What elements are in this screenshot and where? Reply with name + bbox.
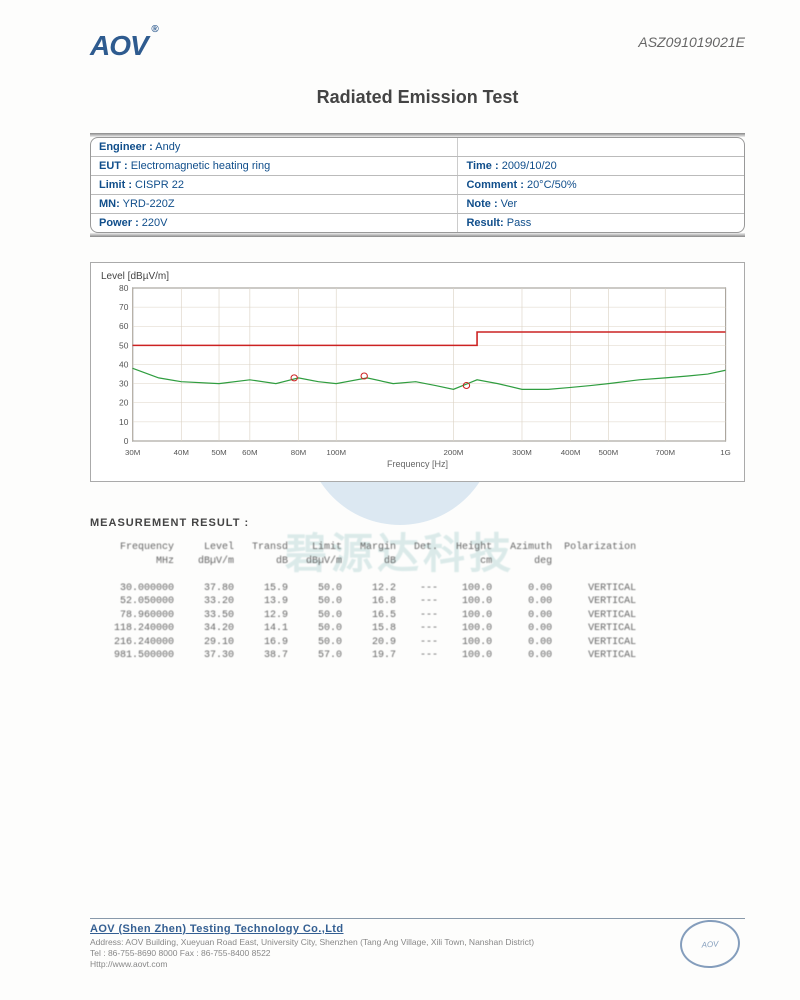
info-cell: Time : 2009/10/20	[458, 157, 744, 175]
svg-text:20: 20	[119, 399, 129, 408]
svg-text:50: 50	[119, 342, 129, 351]
logo: AOV	[90, 30, 148, 62]
svg-text:70: 70	[119, 303, 129, 312]
info-cell: Engineer : Andy	[91, 138, 458, 156]
info-cell: EUT : Electromagnetic heating ring	[91, 157, 458, 175]
document-number: ASZ091019021E	[638, 34, 745, 50]
svg-text:100M: 100M	[326, 448, 346, 457]
svg-text:200M: 200M	[444, 448, 464, 457]
page-header: AOV ASZ091019021E	[90, 30, 745, 62]
svg-text:0: 0	[124, 437, 129, 446]
info-cell: Note : Ver	[458, 195, 744, 213]
info-row: Limit : CISPR 22Comment : 20°C/50%	[91, 176, 744, 195]
svg-text:40M: 40M	[174, 448, 189, 457]
footer-address: Address: AOV Building, Xueyuan Road East…	[90, 937, 745, 970]
svg-text:40: 40	[119, 361, 129, 370]
svg-text:500M: 500M	[598, 448, 618, 457]
info-table: Engineer : AndyEUT : Electromagnetic hea…	[90, 137, 745, 233]
chart-ylabel: Level [dBµV/m]	[101, 271, 734, 282]
svg-text:700M: 700M	[655, 448, 675, 457]
info-cell	[458, 138, 744, 156]
svg-text:50M: 50M	[211, 448, 226, 457]
svg-text:80: 80	[119, 284, 129, 293]
svg-text:30M: 30M	[125, 448, 140, 457]
svg-text:1G: 1G	[720, 448, 731, 457]
results-heading: MEASUREMENT RESULT :	[90, 517, 745, 529]
info-cell: Power : 220V	[91, 214, 458, 232]
results-table: Frequency Level Transd Limit Margin Det.…	[90, 541, 745, 663]
info-row: EUT : Electromagnetic heating ringTime :…	[91, 157, 744, 176]
info-row: Engineer : Andy	[91, 138, 744, 157]
svg-text:60: 60	[119, 322, 129, 331]
info-cell: Limit : CISPR 22	[91, 176, 458, 194]
chart-xlabel: Frequency [Hz]	[101, 459, 734, 469]
info-row: MN: YRD-220ZNote : Ver	[91, 195, 744, 214]
divider	[90, 233, 745, 237]
svg-text:60M: 60M	[242, 448, 257, 457]
info-cell: MN: YRD-220Z	[91, 195, 458, 213]
info-cell: Comment : 20°C/50%	[458, 176, 744, 194]
footer-company: AOV (Shen Zhen) Testing Technology Co.,L…	[90, 923, 745, 935]
svg-text:10: 10	[119, 418, 129, 427]
info-cell: Result: Pass	[458, 214, 744, 232]
svg-text:300M: 300M	[512, 448, 532, 457]
svg-text:400M: 400M	[561, 448, 581, 457]
svg-text:80M: 80M	[291, 448, 306, 457]
chart-plot: 0 10 20 30 40 50 60 70 80 30M 40M 50M 60M 80M 100M 200M…	[101, 284, 734, 459]
info-row: Power : 220VResult: Pass	[91, 214, 744, 232]
svg-text:30: 30	[119, 380, 129, 389]
page-title: Radiated Emission Test	[90, 87, 745, 108]
emission-chart: Level [dBµV/m] 0 10 20 30 40 50 60 70 80 30M 40M 50…	[90, 262, 745, 482]
footer: AOV (Shen Zhen) Testing Technology Co.,L…	[90, 918, 745, 970]
